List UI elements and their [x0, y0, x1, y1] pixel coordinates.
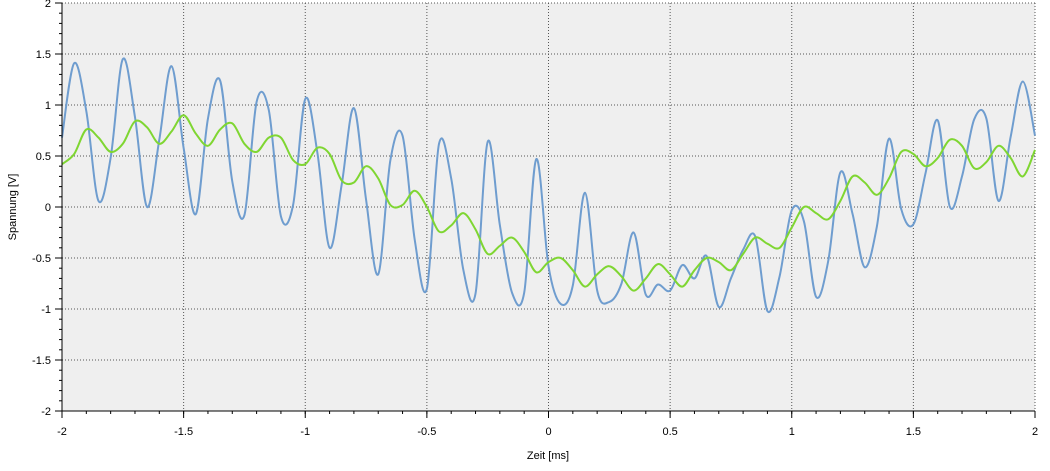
series-line-1 — [61, 57, 1036, 314]
y-tick-label: 2 — [45, 0, 51, 10]
series-line-2 — [61, 114, 1036, 292]
x-tick-label: 0 — [545, 426, 551, 438]
y-tick-label: -1 — [41, 304, 51, 316]
x-axis-label: Zeit [ms] — [527, 450, 569, 462]
y-tick-label: 1 — [45, 100, 51, 112]
y-tick-label: 1.5 — [36, 49, 51, 61]
x-tick-label: -2 — [57, 426, 67, 438]
y-ticks: 2 1.5 1 0.5 0 -0.5 -1 -1.5 -2 — [32, 0, 62, 418]
x-ticks: -2 -1.5 -1 -0.5 0 0.5 1 1.5 2 — [57, 411, 1038, 438]
y-tick-label: 0.5 — [36, 151, 51, 163]
y-tick-label: 0 — [45, 202, 51, 214]
y-tick-label: -2 — [41, 406, 51, 418]
x-tick-label: 2 — [1032, 426, 1038, 438]
series-lines — [61, 57, 1036, 314]
y-tick-label: -0.5 — [32, 253, 51, 265]
x-tick-label: 0.5 — [662, 426, 677, 438]
y-axis-label: Spannung [V] — [7, 174, 19, 241]
x-tick-label: -1.5 — [174, 426, 193, 438]
x-tick-label: -1 — [300, 426, 310, 438]
x-tick-label: 1.5 — [906, 426, 921, 438]
y-tick-label: -1.5 — [32, 355, 51, 367]
x-tick-label: -0.5 — [417, 426, 436, 438]
x-tick-label: 1 — [789, 426, 795, 438]
